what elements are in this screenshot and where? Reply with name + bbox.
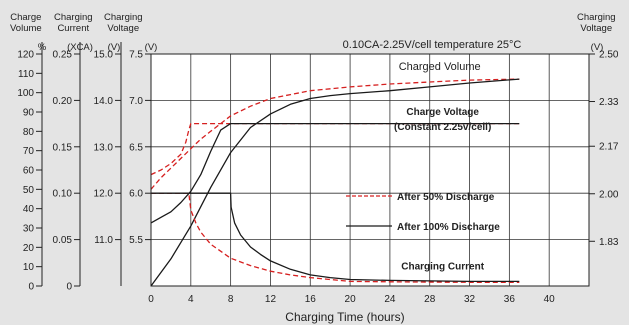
- header-charge-volume-line1: Charge: [10, 12, 42, 23]
- axis-charging-current-tick-label: 0: [66, 282, 72, 293]
- series-line-charged-volume-50pct: [150, 78, 520, 190]
- annotation-label: Charge Voltage: [406, 107, 479, 118]
- axis-charging-current-tick-label: 0.25: [53, 50, 73, 61]
- x-tick-label: 0: [148, 294, 154, 305]
- axis-charging-voltage-12v-tick-label: 15.0: [94, 50, 114, 61]
- legend: After 50% Discharge After 100% Discharge: [346, 192, 500, 233]
- axis-charge-volume-tick-label: 0: [28, 282, 34, 293]
- axis-charging-voltage-cell-tick-label: 2.00: [599, 189, 619, 200]
- series-line-charging-current-50pct: [151, 192, 520, 283]
- axis-charge-volume-tick-label: 30: [23, 224, 35, 235]
- x-tick-label: 20: [345, 294, 357, 305]
- axis-charging-voltage-12v-tick-label: 13.0: [94, 142, 114, 153]
- header-charging-voltage-line1: Charging: [104, 12, 143, 23]
- header-charge-volume-line2: Volume: [10, 23, 42, 34]
- x-tick-label: 40: [544, 294, 556, 305]
- annotations: Charged Volume Charge Voltage (Constant 2.…: [394, 61, 491, 273]
- axis-charging-voltage-12v-tick-label: 11.0: [94, 235, 113, 246]
- axis-charge-volume-tick-label: 80: [23, 127, 35, 138]
- x-tick-label: 8: [228, 294, 234, 305]
- tick-labels: 0 4 8 12 16 20 24 28 32 36 40% 0 10 20 30 40 50 60 70 80 90 1…: [17, 42, 619, 305]
- header-charging-current-line1: Charging: [54, 12, 93, 23]
- axis-charge-volume-tick-label: 90: [23, 108, 35, 119]
- axis-charging-voltage-6v-tick-label: 5.5: [129, 235, 143, 246]
- x-tick-label: 36: [504, 294, 516, 305]
- x-tick-label: 32: [464, 294, 476, 305]
- header-charge-volume: Charge Volume: [10, 12, 42, 34]
- x-tick-label: 16: [305, 294, 317, 305]
- axis-charging-current-tick-label: 0.05: [53, 235, 73, 246]
- x-tick-label: 28: [424, 294, 436, 305]
- axis-charging-voltage-cell-tick-label: 2.17: [599, 142, 619, 153]
- axis-charging-current-tick-label: 0.10: [53, 189, 73, 200]
- axis-charge-volume-tick-label: 70: [23, 146, 35, 157]
- axis-charge-volume-unit: %: [38, 42, 47, 53]
- axis-charging-voltage-cell-tick-label: 2.33: [599, 97, 619, 108]
- annotation-label: Charging Current: [401, 261, 484, 272]
- header-charging-voltage-line2: Voltage: [107, 23, 140, 34]
- x-tick-label: 24: [384, 294, 396, 305]
- header-charging-voltage-right-line2: Voltage: [580, 23, 613, 34]
- axis-charging-current-tick-label: 0.20: [53, 96, 73, 107]
- chart-title: 0.10CA-2.25V/cell temperature 25°C: [343, 39, 522, 51]
- plot-background: [151, 54, 589, 286]
- plot-frame: [150, 53, 590, 287]
- x-tick-label: 12: [265, 294, 277, 305]
- series-line-charge-voltage-100pct: [150, 122, 520, 224]
- legend-label: After 50% Discharge: [397, 192, 495, 203]
- series-line-charged-volume-100pct: [150, 78, 520, 287]
- axis-charging-voltage-6v-tick-label: 7.5: [129, 50, 143, 61]
- header-charging-voltage-right: Charging Voltage: [577, 12, 616, 34]
- x-axis-label: Charging Time (hours): [285, 310, 404, 324]
- axis-charging-voltage-cell-tick-label: 1.83: [599, 237, 619, 248]
- axis-charge-volume-tick-label: 10: [23, 262, 35, 273]
- axis-charge-volume-tick-label: 60: [23, 166, 35, 177]
- axis-charge-volume-tick-label: 20: [23, 243, 35, 254]
- axis-charge-volume-tick-label: 120: [17, 50, 34, 61]
- axis-charging-current-unit: (XCA): [67, 42, 93, 53]
- axis-charge-volume-tick-label: 50: [23, 185, 35, 196]
- series-line-charge-voltage-50pct: [150, 122, 520, 176]
- axis-charging-voltage-6v-tick-label: 6.5: [129, 142, 143, 153]
- axis-charging-voltage-6v-unit: (V): [145, 42, 158, 53]
- axis-charging-current-tick-label: 0.15: [53, 142, 73, 153]
- header-charging-current: Charging Current: [54, 12, 93, 34]
- header-charging-voltage: Charging Voltage: [104, 12, 143, 34]
- axis-charge-volume-tick-label: 100: [17, 88, 34, 99]
- header-charging-voltage-right-line1: Charging: [577, 12, 616, 23]
- series-lines: [150, 78, 520, 287]
- axis-charging-voltage-12v-unit: (V): [108, 42, 121, 53]
- x-tick-label: 4: [188, 294, 194, 305]
- axis-charging-voltage-6v-tick-label: 6.0: [129, 189, 143, 200]
- annotation-label: Charged Volume: [399, 61, 481, 73]
- axis-charge-volume-tick-label: 110: [18, 69, 34, 80]
- legend-label: After 100% Discharge: [397, 222, 500, 233]
- header-charging-current-line2: Current: [57, 23, 90, 34]
- axis-charging-voltage-6v-tick-label: 7.0: [129, 96, 143, 107]
- axis-charging-voltage-12v-tick-label: 14.0: [94, 96, 114, 107]
- axis-charging-voltage-cell-unit: (V): [591, 42, 604, 53]
- axis-charge-volume-tick-label: 40: [23, 204, 35, 215]
- axis-charging-voltage-cell-tick-label: 2.50: [599, 50, 619, 61]
- annotation-label: (Constant 2.25v/cell): [394, 122, 491, 133]
- series-line-charging-current-100pct: [151, 192, 520, 283]
- axis-charging-voltage-12v-tick-label: 12.0: [94, 189, 114, 200]
